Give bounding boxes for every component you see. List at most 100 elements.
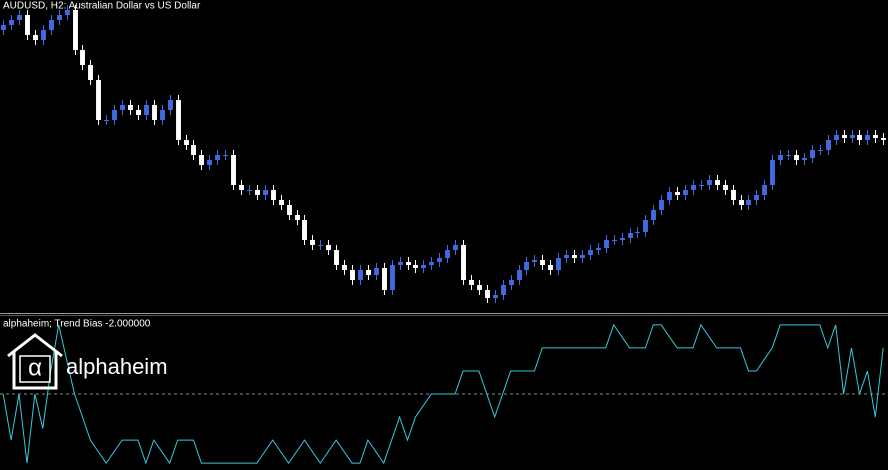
candle-body <box>540 260 545 265</box>
candle-body <box>152 105 157 120</box>
candle-body <box>477 285 482 290</box>
candle-body <box>604 240 609 248</box>
candle-body <box>857 135 862 140</box>
candle-body <box>731 190 736 200</box>
candle-body <box>128 105 133 110</box>
candle-body <box>342 265 347 270</box>
candle-body <box>80 50 85 65</box>
candle-body <box>382 268 387 290</box>
candle-body <box>231 155 236 185</box>
candle-body <box>406 262 411 265</box>
candle-body <box>429 262 434 265</box>
candle-body <box>715 180 720 185</box>
candle-body <box>651 210 656 220</box>
indicator-title: alphaheim; Trend Bias -2.000000 <box>3 319 151 330</box>
candle-body <box>564 255 569 258</box>
candle-body <box>524 262 529 270</box>
candle-body <box>572 255 577 258</box>
candle-body <box>778 155 783 160</box>
candle-body <box>223 155 228 156</box>
candle-body <box>255 190 260 195</box>
candle-body <box>184 140 189 145</box>
candle-body <box>707 180 712 185</box>
candle-body <box>302 220 307 240</box>
candle-body <box>612 240 617 241</box>
candle-body <box>96 80 101 120</box>
candle-body <box>112 110 117 120</box>
candle-body <box>73 10 78 50</box>
candle-body <box>596 248 601 250</box>
candle-body <box>810 150 815 158</box>
candle-body <box>469 280 474 285</box>
candle-body <box>287 205 292 215</box>
candle-body <box>873 135 878 138</box>
candle-body <box>580 255 585 258</box>
candle-body <box>310 240 315 245</box>
candle-body <box>17 15 22 20</box>
candle-body <box>144 105 149 115</box>
candle-body <box>754 195 759 200</box>
candle-body <box>33 35 38 40</box>
candle-body <box>683 190 688 195</box>
candle-body <box>398 262 403 265</box>
candle-body <box>176 100 181 140</box>
candle-body <box>191 145 196 155</box>
candle-body <box>834 135 839 140</box>
chart-title: AUDUSD, H2: Australian Dollar vs US Doll… <box>3 1 201 12</box>
candle-body <box>1 25 6 30</box>
candle-body <box>501 285 506 295</box>
logo-text: alphaheim <box>66 354 168 379</box>
candle-body <box>746 200 751 205</box>
logo: α alphaheim <box>7 333 168 390</box>
candle-body <box>881 138 886 140</box>
candle-body <box>786 155 791 156</box>
candle-body <box>350 270 355 280</box>
candle-body <box>850 135 855 138</box>
candle-body <box>199 155 204 165</box>
candle-body <box>295 215 300 220</box>
candle-body <box>207 160 212 165</box>
candle-body <box>25 15 30 35</box>
candle-body <box>659 200 664 210</box>
candle-body <box>263 190 268 195</box>
candle-body <box>453 245 458 250</box>
candle-body <box>556 258 561 270</box>
candle-body <box>57 15 62 20</box>
candle-body <box>326 245 331 250</box>
candle-body <box>691 185 696 190</box>
candle-body <box>374 268 379 275</box>
candle-body <box>279 200 284 205</box>
candle-body <box>421 265 426 268</box>
candle-body <box>635 232 640 233</box>
candle-body <box>699 185 704 186</box>
candle-body <box>865 135 870 140</box>
candle-body <box>485 290 490 298</box>
candle-body <box>437 258 442 262</box>
candle-body <box>318 245 323 246</box>
candle-body <box>49 20 54 30</box>
candle-body <box>461 245 466 280</box>
candle-body <box>160 110 165 120</box>
candle-body <box>9 20 14 25</box>
candle-body <box>628 233 633 238</box>
candle-body <box>168 100 173 110</box>
candle-body <box>588 250 593 255</box>
candle-body <box>136 110 141 115</box>
candle-body <box>120 105 125 110</box>
candle-body <box>271 190 276 200</box>
candle-body <box>842 135 847 138</box>
candle-body <box>794 155 799 160</box>
candle-body <box>762 185 767 195</box>
indicator-line <box>2 323 884 465</box>
candle-body <box>390 265 395 290</box>
candle-body <box>723 185 728 190</box>
candle-body <box>366 270 371 275</box>
candle-body <box>517 270 522 280</box>
candle-body <box>65 10 70 15</box>
candle-body <box>215 155 220 160</box>
logo-house <box>7 333 63 390</box>
candle-body <box>358 270 363 280</box>
candle-body <box>41 30 46 40</box>
